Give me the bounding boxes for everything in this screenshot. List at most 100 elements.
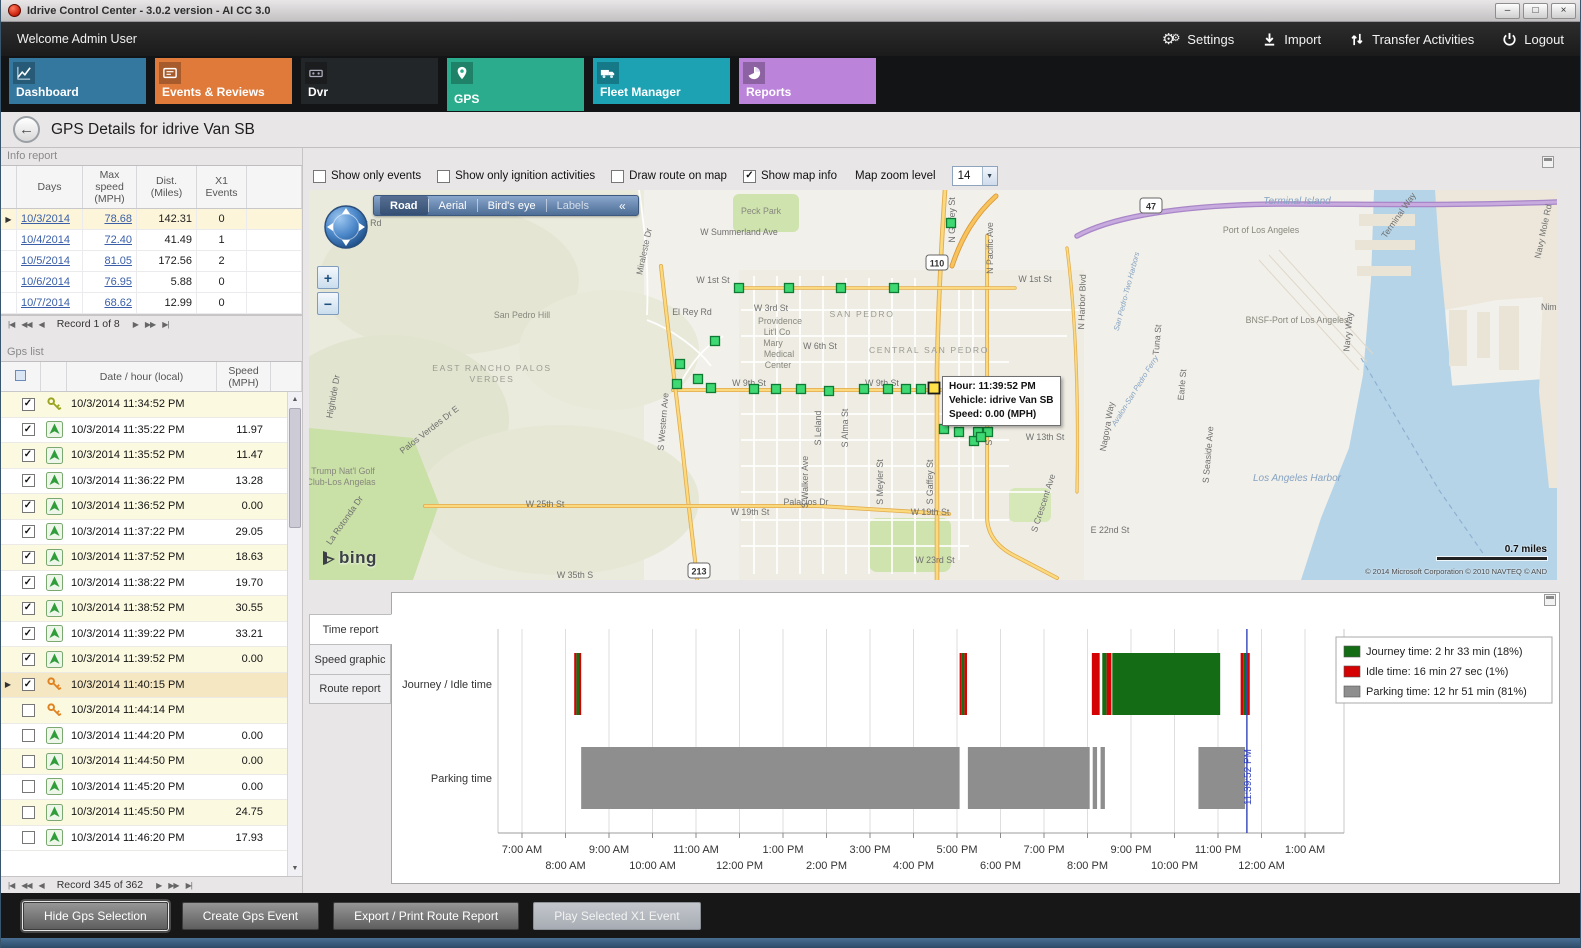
create-gps-event-button[interactable]: Create Gps Event [181,901,320,930]
maximize-button[interactable]: □ [1523,2,1548,19]
map-compass[interactable] [323,204,369,250]
route-marker[interactable] [888,282,900,294]
gps-row[interactable]: ✓ 10/3/2014 11:36:52 PM 0.00 [1,494,287,520]
back-button[interactable]: ← [13,116,40,143]
gps-row-checkbox[interactable] [21,780,35,794]
route-marker[interactable] [945,217,957,229]
pager-last-icon[interactable]: ▶| [185,880,193,890]
route-marker[interactable] [674,358,686,370]
bing-logo[interactable]: bing [321,548,377,568]
route-marker[interactable] [975,431,987,443]
close-button[interactable]: × [1551,2,1576,19]
route-marker[interactable] [953,426,965,438]
route-marker[interactable] [733,282,745,294]
scrollbar-thumb[interactable] [289,408,301,528]
menu-item-transfer-activities[interactable]: Transfer Activities [1349,32,1474,47]
tab-events-reviews[interactable]: Events & Reviews [155,58,292,104]
tab-dvr[interactable]: Dvr [301,58,438,104]
pager-prev-page-icon[interactable]: ◀◀ [21,880,32,890]
report-tab-time-report[interactable]: Time report [309,614,392,644]
gps-row[interactable]: ✓ 10/3/2014 11:37:52 PM 18.63 [1,545,287,571]
gps-row[interactable]: ✓ 10/3/2014 11:35:52 PM 11.47 [1,443,287,469]
gps-row[interactable]: ✓ 10/3/2014 11:39:22 PM 33.21 [1,621,287,647]
tab-fleet-manager[interactable]: Fleet Manager [593,58,730,104]
route-marker[interactable] [823,385,835,397]
gps-row-checkbox[interactable]: ✓ [21,525,35,539]
gps-row-checkbox[interactable]: ✓ [21,576,35,590]
gps-row-checkbox[interactable] [21,703,35,717]
panel-collapse-button[interactable] [1542,156,1554,168]
pager-first-icon[interactable]: |◀ [8,880,15,890]
route-marker[interactable] [748,383,760,395]
scroll-down-icon[interactable]: ▼ [291,865,299,872]
gps-row[interactable]: ✓ 10/3/2014 11:37:22 PM 29.05 [1,519,287,545]
gps-row[interactable]: 10/3/2014 11:46:20 PM 17.93 [1,825,287,851]
map-option-3[interactable]: ✓ Show map info [742,169,837,183]
route-marker[interactable] [900,383,912,395]
export-print-route-report-button[interactable]: Export / Print Route Report [333,901,520,930]
route-marker[interactable] [783,282,795,294]
route-marker[interactable] [709,335,721,347]
tab-dashboard[interactable]: Dashboard [9,58,146,104]
map-option-1[interactable]: Show only ignition activities [437,169,595,183]
gps-row[interactable]: ✓ 10/3/2014 11:36:22 PM 13.28 [1,468,287,494]
gps-row[interactable]: 10/3/2014 11:45:50 PM 24.75 [1,800,287,826]
map-style-aerial[interactable]: Aerial [438,199,467,212]
gps-row-checkbox[interactable]: ✓ [21,499,35,513]
tab-gps[interactable]: GPS [447,58,584,111]
gps-row[interactable]: ▶ ✓ 10/3/2014 11:40:15 PM [1,672,287,698]
route-marker[interactable] [671,378,683,390]
map-style-road[interactable]: Road [380,196,428,215]
gps-row-checkbox[interactable] [21,729,35,743]
gps-row-checkbox[interactable]: ✓ [21,448,35,462]
pager-first-icon[interactable]: |◀ [8,319,15,329]
route-marker[interactable] [858,383,870,395]
pager-next-page-icon[interactable]: ▶▶ [144,319,156,329]
map-option-0[interactable]: Show only events [313,169,421,183]
gps-row[interactable]: 10/3/2014 11:45:20 PM 0.00 [1,774,287,800]
pager-prev-icon[interactable]: ◀ [38,880,45,890]
day-link[interactable]: 10/3/2014 [17,209,83,229]
gps-row[interactable]: 10/3/2014 11:44:14 PM [1,698,287,724]
map-zoom-select[interactable]: 14 ▼ [951,166,998,186]
pager-next-icon[interactable]: ▶ [132,319,139,329]
map-style-labels[interactable]: Labels [556,199,589,212]
day-link[interactable]: 10/4/2014 [17,230,83,250]
gps-row[interactable]: ✓ 10/3/2014 11:39:52 PM 0.00 [1,647,287,673]
info-row[interactable]: 10/4/2014 72.40 41.49 1 [1,230,302,251]
gps-row-checkbox[interactable]: ✓ [21,397,35,411]
info-row[interactable]: 10/7/2014 68.62 12.99 0 [1,293,302,314]
gps-row-checkbox[interactable]: ✓ [21,652,35,666]
route-marker[interactable] [705,382,717,394]
max-speed-link[interactable]: 78.68 [83,209,137,229]
gps-row-checkbox[interactable] [21,831,35,845]
report-tab-route-report[interactable]: Route report [309,674,391,704]
zoom-in-button[interactable]: + [317,266,339,289]
zoom-out-button[interactable]: − [317,292,339,315]
route-marker[interactable] [915,383,927,395]
report-tab-speed-graphic[interactable]: Speed graphic [309,644,391,674]
gps-row[interactable]: ✓ 10/3/2014 11:38:22 PM 19.70 [1,570,287,596]
gps-row-checkbox[interactable] [21,754,35,768]
scroll-up-icon[interactable]: ▲ [291,396,299,403]
day-link[interactable]: 10/5/2014 [17,251,83,271]
menu-item-settings[interactable]: ⚙ ⚙ Settings [1162,32,1234,47]
select-all-checkbox[interactable] [14,369,27,385]
gps-row[interactable]: 10/3/2014 11:44:20 PM 0.00 [1,723,287,749]
menu-item-logout[interactable]: Logout [1502,32,1564,47]
menu-item-import[interactable]: Import [1262,32,1321,47]
route-marker[interactable] [882,383,894,395]
panel-collapse-button[interactable] [1544,594,1556,606]
tab-reports[interactable]: Reports [739,58,876,104]
pager-prev-page-icon[interactable]: ◀◀ [21,319,32,329]
map-option-2[interactable]: Draw route on map [611,169,727,183]
route-marker[interactable] [835,282,847,294]
pager-prev-icon[interactable]: ◀ [38,319,45,329]
gps-row[interactable]: 10/3/2014 11:44:50 PM 0.00 [1,749,287,775]
gps-row-checkbox[interactable]: ✓ [21,423,35,437]
max-speed-link[interactable]: 72.40 [83,230,137,250]
pager-next-icon[interactable]: ▶ [156,880,162,890]
minimize-button[interactable]: – [1495,2,1520,19]
day-link[interactable]: 10/6/2014 [17,272,83,292]
gps-row-checkbox[interactable] [21,805,35,819]
